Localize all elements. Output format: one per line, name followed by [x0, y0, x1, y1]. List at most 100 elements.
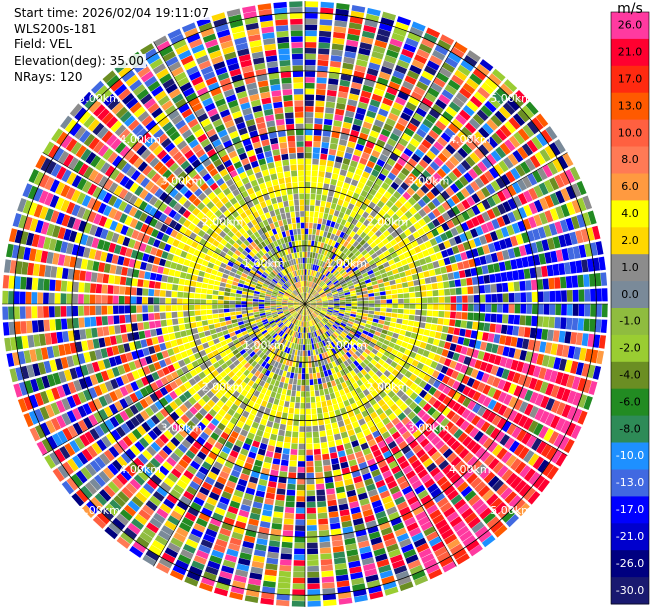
velocity-gate	[221, 565, 235, 574]
velocity-gate	[424, 358, 433, 367]
velocity-gate	[548, 316, 555, 328]
velocity-gate	[147, 255, 155, 264]
velocity-gate	[167, 515, 180, 526]
velocity-gate	[225, 283, 232, 289]
velocity-gate	[305, 368, 309, 374]
velocity-gate	[249, 476, 259, 484]
velocity-gate	[219, 496, 230, 505]
velocity-gate	[432, 514, 445, 525]
velocity-gate	[404, 490, 416, 501]
velocity-gate	[320, 153, 328, 160]
velocity-gate	[224, 460, 234, 469]
velocity-gate	[257, 323, 264, 328]
velocity-gate	[501, 469, 514, 482]
velocity-gate	[287, 383, 293, 390]
velocity-gate	[353, 394, 361, 402]
velocity-gate	[411, 153, 421, 163]
velocity-gate	[253, 311, 260, 315]
velocity-gate	[305, 222, 309, 229]
velocity-gate	[349, 287, 356, 292]
velocity-gate	[422, 373, 431, 383]
velocity-gate	[581, 333, 589, 347]
velocity-gate	[533, 214, 543, 227]
velocity-gate	[315, 308, 321, 311]
velocity-gate	[351, 218, 359, 226]
velocity-gate	[346, 171, 354, 179]
velocity-gate	[305, 193, 310, 200]
velocity-gate	[321, 340, 326, 347]
velocity-gate	[29, 349, 38, 363]
velocity-gate	[431, 435, 441, 446]
velocity-gate	[164, 383, 174, 393]
velocity-gate	[425, 563, 440, 575]
velocity-gate	[223, 304, 230, 309]
velocity-gate	[467, 286, 474, 294]
velocity-gate	[355, 341, 362, 348]
velocity-gate	[436, 347, 444, 355]
velocity-gate	[235, 342, 242, 349]
velocity-gate	[287, 302, 294, 304]
velocity-gate	[334, 302, 340, 304]
velocity-gate	[322, 299, 328, 302]
velocity-gate	[399, 402, 408, 412]
velocity-gate	[413, 212, 422, 221]
velocity-gate	[393, 191, 402, 200]
velocity-gate	[400, 167, 410, 177]
velocity-gate	[411, 273, 419, 280]
velocity-gate	[387, 480, 398, 490]
velocity-gate	[41, 375, 51, 389]
velocity-gate	[403, 293, 410, 298]
velocity-gate	[321, 576, 335, 583]
velocity-gate	[414, 395, 423, 405]
velocity-gate	[312, 337, 316, 344]
velocity-gate	[81, 340, 89, 352]
velocity-gate	[445, 160, 456, 171]
velocity-gate	[577, 410, 588, 425]
velocity-gate	[131, 323, 139, 332]
velocity-gate	[285, 430, 292, 437]
velocity-gate	[310, 305, 317, 307]
velocity-gate	[184, 323, 191, 330]
velocity-gate	[351, 301, 358, 304]
velocity-gate	[395, 261, 403, 268]
velocity-gate	[405, 379, 414, 388]
velocity-gate	[314, 205, 320, 212]
velocity-gate	[308, 263, 311, 270]
velocity-gate	[481, 265, 489, 275]
velocity-gate	[539, 197, 549, 210]
velocity-gate	[270, 300, 276, 303]
velocity-gate	[134, 340, 142, 350]
velocity-gate	[280, 459, 289, 466]
velocity-gate	[347, 332, 354, 338]
velocity-gate	[309, 344, 313, 350]
velocity-gate	[393, 565, 408, 575]
velocity-gate	[418, 75, 432, 86]
velocity-gate	[517, 374, 527, 386]
velocity-gate	[185, 449, 196, 460]
velocity-gate	[320, 436, 327, 443]
velocity-gate	[314, 294, 320, 299]
velocity-gate	[12, 213, 22, 228]
velocity-gate	[359, 281, 366, 286]
velocity-gate	[202, 533, 216, 544]
velocity-gate	[336, 371, 342, 378]
velocity-gate	[242, 423, 251, 432]
velocity-gate	[431, 283, 438, 290]
velocity-gate	[211, 549, 224, 559]
velocity-gate	[130, 287, 137, 296]
velocity-gate	[316, 302, 323, 304]
velocity-gate	[236, 386, 244, 394]
velocity-gate	[154, 535, 169, 546]
velocity-gate	[332, 278, 338, 284]
velocity-gate	[373, 256, 381, 263]
velocity-gate	[580, 228, 590, 243]
velocity-gate	[202, 376, 210, 385]
velocity-gate	[226, 480, 237, 489]
velocity-gate	[39, 406, 50, 420]
velocity-gate	[121, 486, 134, 499]
velocity-gate	[360, 190, 368, 198]
velocity-gate	[67, 268, 75, 280]
velocity-gate	[330, 522, 341, 530]
velocity-gate	[270, 391, 277, 398]
velocity-gate	[349, 377, 356, 385]
